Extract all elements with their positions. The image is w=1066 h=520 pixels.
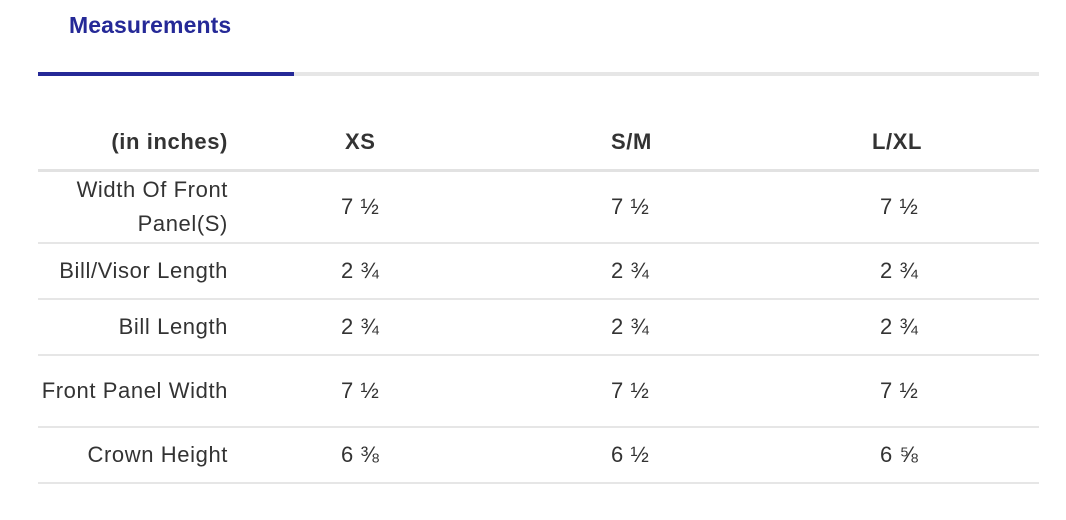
row-label: Front Panel Width	[38, 355, 236, 428]
measurements-table: (in inches) XS S/M L/XL Width Of Front P…	[38, 114, 1039, 484]
table-header-row: (in inches) XS S/M L/XL	[38, 114, 1039, 172]
cell-sm: 7 ½	[486, 355, 756, 428]
cell-lxl: 7 ½	[756, 355, 1039, 428]
table-row: Width Of Front Panel(S) 7 ½ 7 ½ 7 ½	[38, 170, 1039, 244]
cell-lxl: 2 ¾	[756, 243, 1039, 300]
cell-xs: 2 ¾	[236, 243, 486, 300]
cell-sm: 2 ¾	[486, 299, 756, 356]
row-label: Crown Height	[38, 427, 236, 484]
size-header-xs: XS	[236, 114, 486, 172]
cell-lxl: 7 ½	[756, 170, 1039, 244]
tab-measurements[interactable]: Measurements	[38, 0, 294, 76]
table-row: Bill Length 2 ¾ 2 ¾ 2 ¾	[38, 299, 1039, 356]
cell-xs: 2 ¾	[236, 299, 486, 356]
row-label: Bill Length	[38, 299, 236, 356]
tab-measurements-label: Measurements	[69, 12, 232, 38]
row-label: Width Of Front Panel(S)	[38, 170, 236, 244]
unit-header: (in inches)	[38, 114, 236, 172]
table-row: Bill/Visor Length 2 ¾ 2 ¾ 2 ¾	[38, 243, 1039, 300]
size-header-sm: S/M	[486, 114, 756, 172]
cell-xs: 6 ⅜	[236, 427, 486, 484]
cell-sm: 6 ½	[486, 427, 756, 484]
cell-lxl: 2 ¾	[756, 299, 1039, 356]
table-row: Crown Height 6 ⅜ 6 ½ 6 ⅝	[38, 427, 1039, 484]
size-header-lxl: L/XL	[756, 114, 1039, 172]
cell-lxl: 6 ⅝	[756, 427, 1039, 484]
table-row: Front Panel Width 7 ½ 7 ½ 7 ½	[38, 355, 1039, 428]
row-label: Bill/Visor Length	[38, 243, 236, 300]
cell-xs: 7 ½	[236, 170, 486, 244]
active-tab-indicator	[38, 72, 294, 76]
cell-sm: 2 ¾	[486, 243, 756, 300]
measurements-tab-bar: Measurements	[38, 0, 1039, 76]
cell-sm: 7 ½	[486, 170, 756, 244]
cell-xs: 7 ½	[236, 355, 486, 428]
tab-track	[38, 72, 1039, 76]
